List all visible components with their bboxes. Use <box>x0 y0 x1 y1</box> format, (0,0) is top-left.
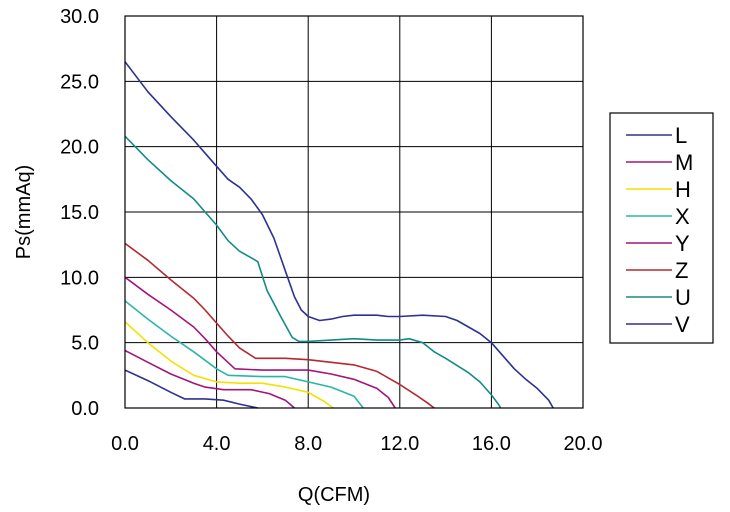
y-tick-label: 5.0 <box>71 333 99 355</box>
x-tick-label: 0.0 <box>111 433 139 455</box>
series-line-l <box>124 369 258 409</box>
y-tick-label: 30.0 <box>60 6 99 28</box>
legend-label-x: X <box>675 204 690 229</box>
series-lines <box>124 61 554 409</box>
legend-label-u: U <box>675 285 691 310</box>
y-tick-label: 10.0 <box>60 267 99 289</box>
x-axis-title: Q(CFM) <box>298 484 370 506</box>
x-tick-label: 12.0 <box>380 433 419 455</box>
x-tick-label: 20.0 <box>564 433 603 455</box>
y-axis-title: Ps(mmAq) <box>13 165 35 259</box>
y-tick-label: 15.0 <box>60 202 99 224</box>
grid-lines <box>125 16 583 408</box>
x-tick-label: 8.0 <box>294 433 322 455</box>
legend-label-v: V <box>675 312 690 337</box>
legend-label-y: Y <box>675 231 690 256</box>
series-line-u <box>124 135 502 409</box>
legend-label-m: M <box>675 150 693 175</box>
y-axis-ticks: 0.0 5.0 10.0 15.0 20.0 25.0 30.0 <box>60 6 99 420</box>
series-line-x <box>124 300 364 409</box>
legend-label-z: Z <box>675 258 688 283</box>
series-line-y <box>124 276 396 409</box>
x-tick-label: 4.0 <box>203 433 231 455</box>
x-tick-label: 16.0 <box>472 433 511 455</box>
series-line-v <box>124 61 554 409</box>
y-tick-label: 25.0 <box>60 71 99 93</box>
legend-label-l: L <box>675 123 687 148</box>
plot-area-frame <box>124 15 584 409</box>
series-line-z <box>124 242 435 409</box>
series-line-h <box>124 321 334 409</box>
y-tick-label: 0.0 <box>71 398 99 420</box>
legend-label-h: H <box>675 177 691 202</box>
y-tick-label: 20.0 <box>60 137 99 159</box>
series-line-m <box>124 349 296 409</box>
x-axis-ticks: 0.0 4.0 8.0 12.0 16.0 20.0 <box>111 433 602 455</box>
legend-box <box>609 112 714 344</box>
